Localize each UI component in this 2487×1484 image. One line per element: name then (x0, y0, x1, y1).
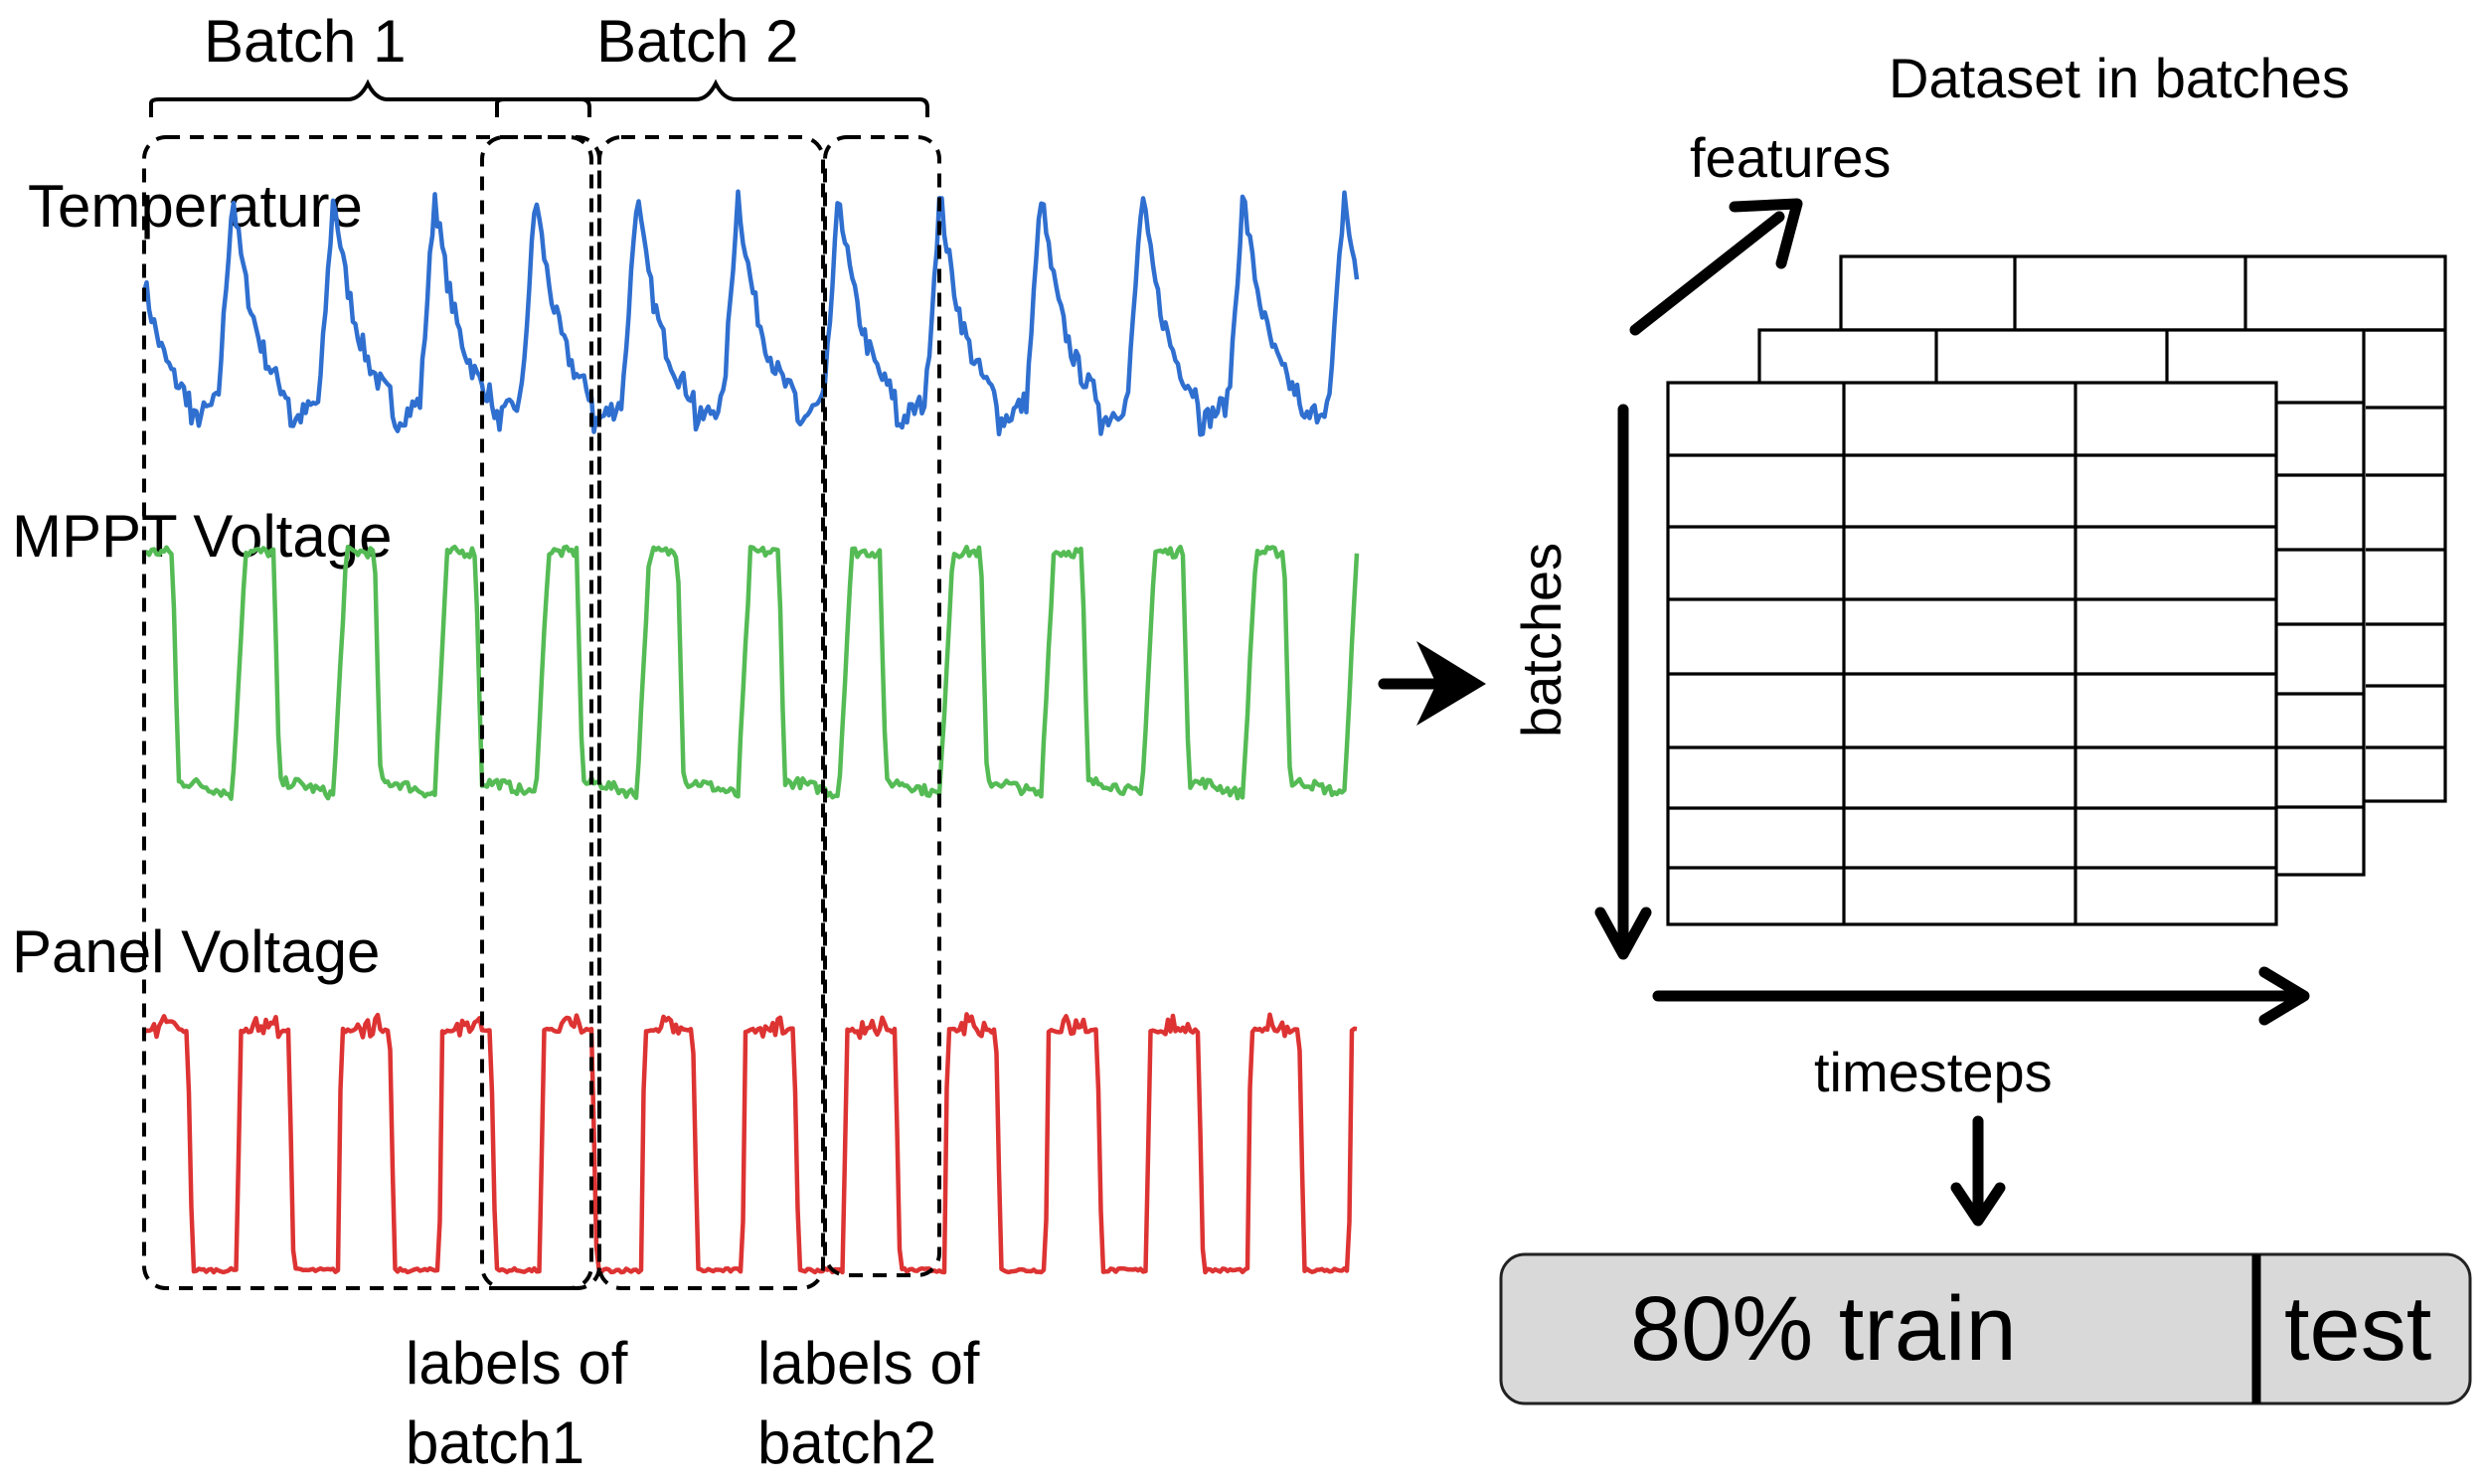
timesteps-label: timesteps (1814, 1041, 2053, 1103)
labels-of-batch1-line1: labels of (406, 1330, 628, 1397)
features-arrow (1629, 198, 1803, 336)
panel-voltage-label: Panel Voltage (12, 918, 380, 985)
train-test-split-bar (1499, 1252, 2472, 1405)
batch-2-labels-window (823, 135, 941, 1277)
panel-voltage-signal-line (142, 1012, 1358, 1275)
batch-2-label: Batch 2 (596, 8, 798, 75)
temperature-signal-line (141, 189, 1360, 437)
mppt-voltage-label: MPPT Voltage (12, 503, 392, 570)
train-label: 80% train (1630, 1278, 2017, 1380)
dataset-sheet-front (1666, 381, 2278, 926)
split-arrow (1950, 1115, 2006, 1227)
batch-1-labels-window (480, 135, 601, 1290)
labels-of-batch1-line2: batch1 (406, 1409, 584, 1476)
batches-arrow (1594, 404, 1652, 960)
labels-of-batch2-line2: batch2 (757, 1409, 936, 1476)
transform-arrow (1378, 641, 1486, 726)
test-label: test (2284, 1278, 2431, 1380)
batch-1-label: Batch 1 (204, 8, 406, 75)
batch-2-brace (495, 79, 929, 117)
timesteps-arrow (1652, 966, 2310, 1026)
batches-label: batches (1510, 543, 1573, 738)
features-label: features (1690, 126, 1891, 189)
mppt-voltage-signal-line (142, 544, 1360, 801)
temperature-label: Temperature (28, 173, 363, 240)
dataset-title: Dataset in batches (1889, 47, 2350, 109)
batch-1-window (142, 135, 593, 1290)
batch-2-window (597, 135, 825, 1290)
labels-of-batch2-line1: labels of (757, 1330, 980, 1397)
